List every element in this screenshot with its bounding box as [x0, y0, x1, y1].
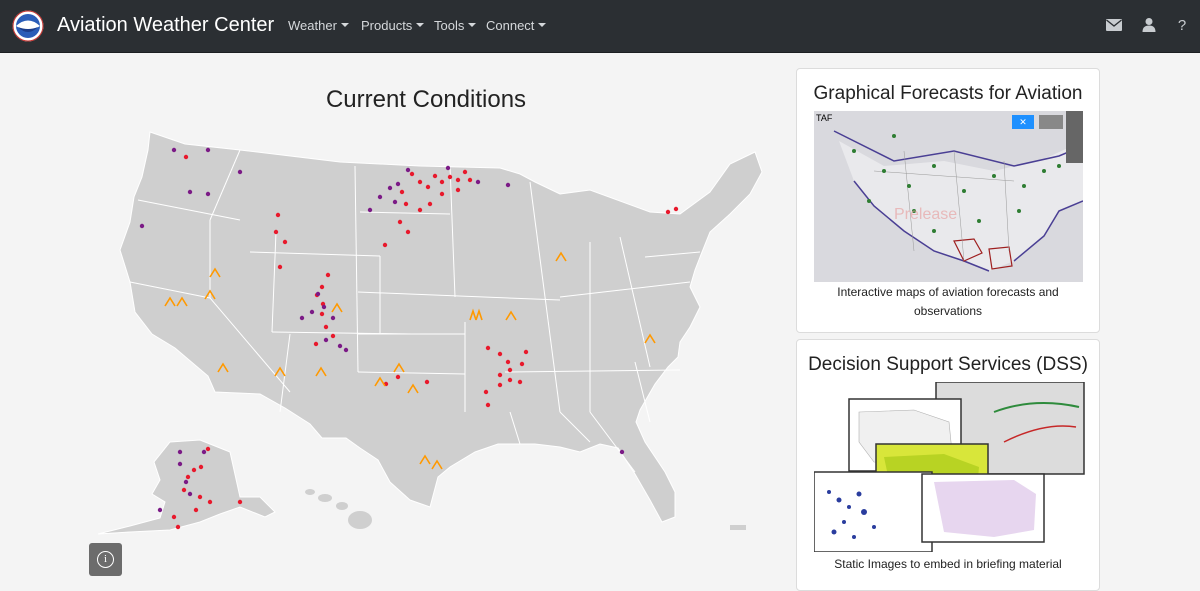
gfa-card-title[interactable]: Graphical Forecasts for Aviation	[813, 83, 1083, 104]
gfa-card[interactable]: Graphical Forecasts for Aviation Preleas…	[796, 68, 1100, 333]
puerto-rico-shape	[730, 525, 746, 530]
noaa-logo[interactable]	[12, 10, 44, 42]
dss-card[interactable]: Decision Support Services (DSS) Static I…	[796, 339, 1100, 591]
alaska-shape	[97, 439, 276, 535]
us-map[interactable]	[90, 122, 790, 542]
orange-turbulence-markers[interactable]	[164, 251, 656, 470]
caret-down-icon	[538, 23, 547, 27]
state-borders	[129, 149, 701, 473]
menu-tools[interactable]: Tools	[434, 18, 477, 33]
caret-down-icon	[468, 23, 477, 27]
menu-products-label: Products	[361, 18, 413, 33]
caret-down-icon	[416, 23, 425, 27]
svg-text:Prelease: Prelease	[894, 206, 957, 223]
dss-card-description: Static Images to embed in briefing mater…	[834, 557, 1062, 571]
menu-weather-label: Weather	[288, 18, 337, 33]
hawaii-shape	[305, 489, 372, 529]
red-condition-dots[interactable]	[171, 154, 679, 530]
mail-icon[interactable]	[1105, 17, 1123, 33]
current-conditions-title: Current Conditions	[325, 86, 527, 113]
site-title[interactable]: Aviation Weather Center	[57, 14, 275, 36]
user-icon[interactable]	[1142, 17, 1156, 33]
svg-text:?: ?	[1178, 17, 1186, 33]
current-conditions-map[interactable]	[90, 122, 790, 542]
gfa-preview-image[interactable]: Prelease ✕ TAF	[814, 111, 1083, 282]
gfa-card-description: Interactive maps of aviation forecasts a…	[837, 285, 1059, 318]
taf-label: TAF	[816, 113, 833, 123]
menu-tools-label: Tools	[434, 18, 465, 33]
menu-products[interactable]: Products	[361, 18, 425, 33]
purple-condition-dots[interactable]	[139, 147, 625, 513]
info-icon: i	[97, 551, 114, 568]
caret-down-icon	[340, 23, 349, 27]
navbar: Aviation Weather Center Weather Products…	[0, 0, 1200, 53]
menu-connect-label: Connect	[486, 18, 535, 33]
help-icon[interactable]: ?	[1176, 17, 1188, 33]
menu-connect[interactable]: Connect	[486, 18, 547, 33]
map-info-button[interactable]: i	[89, 543, 122, 576]
menu-weather[interactable]: Weather	[288, 18, 349, 33]
svg-text:✕: ✕	[1019, 117, 1027, 127]
dss-preview-image[interactable]	[814, 382, 1086, 552]
dss-card-title[interactable]: Decision Support Services (DSS)	[808, 354, 1088, 375]
contiguous-us-shape	[119, 131, 763, 523]
